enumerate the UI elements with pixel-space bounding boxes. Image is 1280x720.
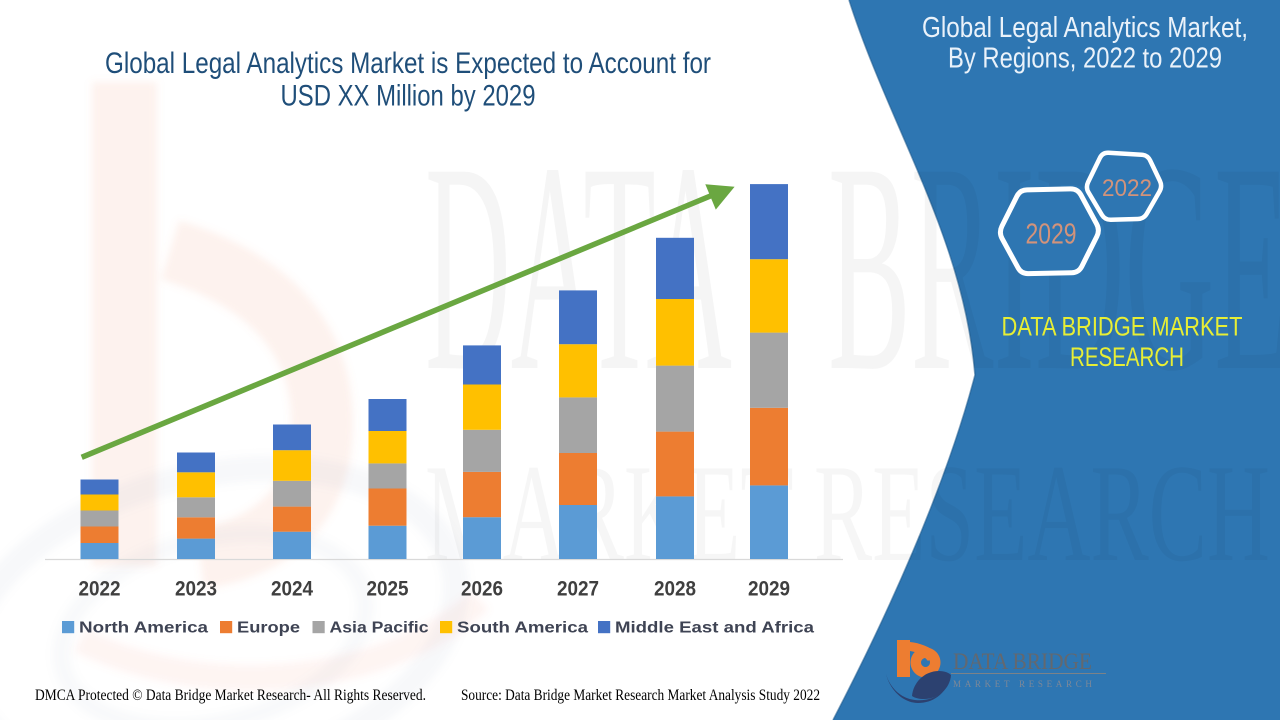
svg-text:South America: South America [457, 620, 588, 637]
svg-text:DATA BRIDGE MARKET: DATA BRIDGE MARKET [1002, 312, 1243, 342]
svg-text:MARKET RESEARCH: MARKET RESEARCH [953, 679, 1096, 689]
svg-text:Europe: Europe [237, 620, 300, 637]
svg-text:MARKET RESEARCH: MARKET RESEARCH [425, 436, 1270, 591]
svg-text:2029: 2029 [1026, 219, 1077, 251]
svg-text:Global Legal Analytics Market: Global Legal Analytics Market is Expecte… [105, 47, 711, 80]
svg-text:USD XX Million by 2029: USD XX Million by 2029 [281, 80, 536, 113]
svg-text:DMCA Protected © Data Bridge M: DMCA Protected © Data Bridge Market Rese… [35, 687, 426, 704]
svg-text:2027: 2027 [557, 577, 599, 601]
svg-text:2026: 2026 [461, 577, 503, 601]
svg-text:North America: North America [79, 620, 208, 637]
svg-text:2025: 2025 [367, 577, 409, 601]
svg-text:DATA BRIDGE: DATA BRIDGE [953, 649, 1092, 674]
svg-text:Middle East and Africa: Middle East and Africa [615, 620, 814, 637]
svg-text:2022: 2022 [79, 577, 121, 601]
svg-text:2024: 2024 [271, 577, 313, 601]
svg-text:By Regions, 2022 to 2029: By Regions, 2022 to 2029 [948, 43, 1222, 75]
svg-text:2029: 2029 [748, 577, 790, 601]
svg-text:Global Legal Analytics Market,: Global Legal Analytics Market, [922, 12, 1248, 44]
svg-text:2023: 2023 [175, 577, 217, 601]
svg-text:2028: 2028 [654, 577, 696, 601]
svg-text:Source: Data Bridge Market Res: Source: Data Bridge Market Research Mark… [461, 687, 820, 704]
svg-text:Asia Pacific: Asia Pacific [330, 620, 429, 637]
svg-text:RESEARCH: RESEARCH [1070, 342, 1184, 372]
svg-text:2022: 2022 [1102, 175, 1152, 202]
